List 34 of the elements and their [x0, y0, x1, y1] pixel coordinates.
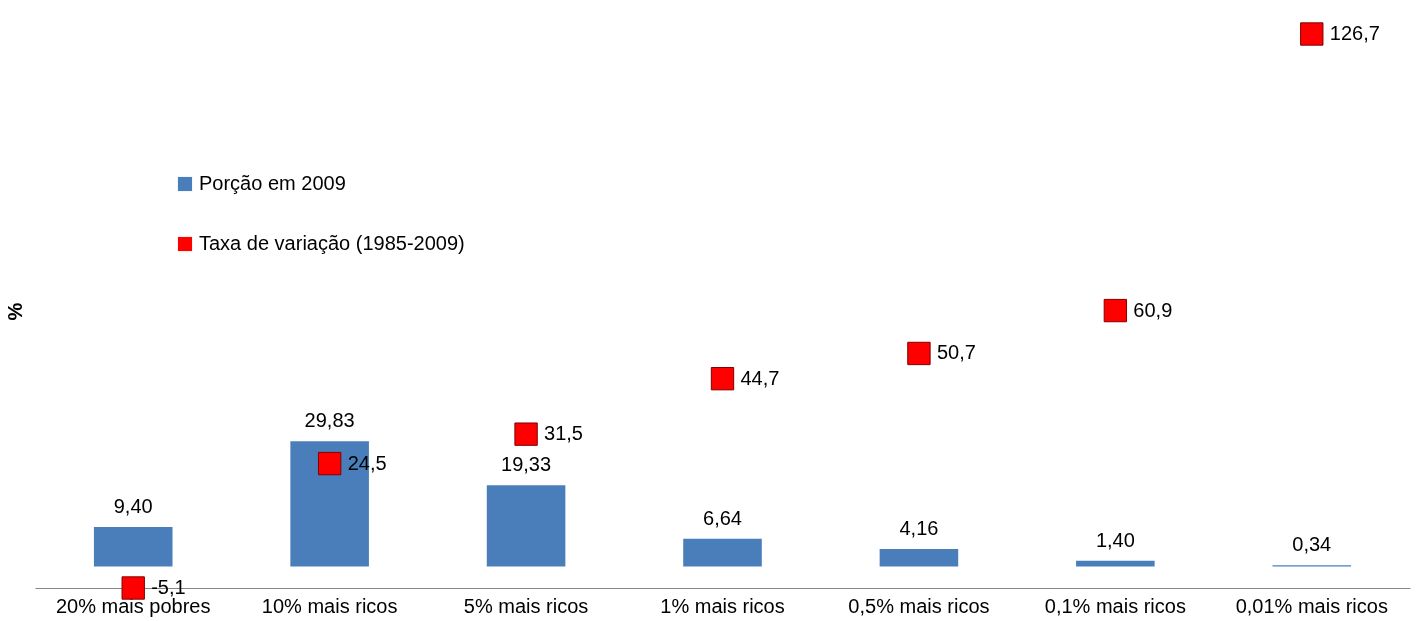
- legend-label: Taxa de variação (1985-2009): [199, 232, 465, 254]
- point: [710, 366, 735, 391]
- data-label: 29,83: [304, 409, 355, 432]
- data-label: 19,33: [501, 453, 552, 476]
- point: [317, 451, 342, 476]
- bar: [1076, 560, 1155, 567]
- point: [1300, 22, 1324, 46]
- data-label: 9,40: [113, 495, 153, 518]
- bar: [486, 485, 566, 567]
- x-tick-label: 0,01% mais ricos: [1235, 594, 1388, 617]
- legend-label: Porção em 2009: [199, 172, 346, 194]
- data-label: 60,9: [1133, 298, 1173, 321]
- data-label: 31,5: [544, 422, 584, 445]
- data-label: 50,7: [936, 341, 976, 364]
- data-label: 126,7: [1329, 22, 1380, 44]
- y-axis-title: %: [3, 302, 26, 321]
- bar: [683, 538, 762, 567]
- x-tick-label: 1% mais ricos: [660, 594, 785, 617]
- data-label: 0,34: [1292, 533, 1332, 556]
- x-tick-label: 0,1% mais ricos: [1044, 594, 1186, 617]
- data-label: 4,16: [899, 517, 939, 540]
- data-label: -5,1: [151, 576, 186, 598]
- x-tick-label: 5% mais ricos: [463, 594, 589, 617]
- data-label: 6,64: [703, 506, 742, 529]
- bar: [93, 527, 173, 567]
- point: [1103, 298, 1128, 323]
- point: [121, 576, 145, 600]
- x-tick-label: 10% mais ricos: [261, 594, 398, 617]
- bar: [879, 549, 959, 567]
- data-label: 44,7: [740, 366, 780, 389]
- point: [514, 422, 538, 446]
- point: [907, 341, 931, 366]
- data-label: 1,40: [1095, 528, 1135, 551]
- x-tick-label: 0,5% mais ricos: [848, 594, 990, 617]
